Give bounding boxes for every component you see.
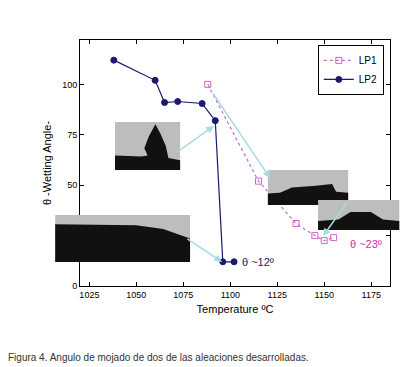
- svg-text:1075: 1075: [173, 290, 193, 300]
- svg-text:LP1: LP1: [359, 55, 377, 66]
- svg-text:Temperature ºC: Temperature ºC: [197, 303, 274, 315]
- svg-text:1175: 1175: [362, 290, 381, 300]
- svg-text:θ ~23º: θ ~23º: [350, 238, 382, 250]
- svg-text:1150: 1150: [315, 290, 334, 300]
- svg-text:50: 50: [67, 180, 77, 190]
- svg-text:θ ~12º: θ ~12º: [242, 256, 274, 268]
- svg-text:100: 100: [62, 80, 77, 90]
- svg-text:0: 0: [72, 281, 77, 291]
- svg-text:θ -Wetting Angle-: θ -Wetting Angle-: [41, 121, 53, 206]
- svg-text:Figura 4. Angulo de mojado de: Figura 4. Angulo de mojado de dos de las…: [8, 352, 309, 363]
- svg-text:LP2: LP2: [359, 74, 377, 85]
- svg-text:25: 25: [67, 231, 77, 241]
- svg-text:1025: 1025: [79, 290, 99, 300]
- svg-text:1100: 1100: [221, 290, 240, 300]
- svg-text:75: 75: [67, 130, 77, 140]
- svg-text:1050: 1050: [126, 290, 146, 300]
- svg-text:1125: 1125: [268, 290, 287, 300]
